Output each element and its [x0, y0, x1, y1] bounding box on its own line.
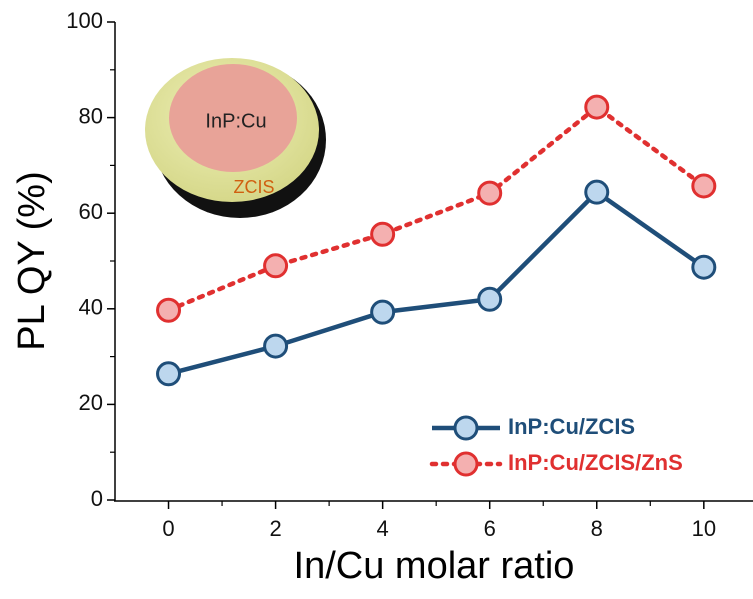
data-point	[586, 181, 608, 203]
page: InP:Cu ZCIS In/Cu molar ratio PL QY (%) …	[0, 0, 753, 599]
legend-marker	[455, 453, 477, 475]
inset-core-label: InP:Cu	[205, 110, 266, 132]
data-point	[265, 335, 287, 357]
legend-marker	[455, 417, 477, 439]
x-tick-label: 0	[162, 516, 174, 541]
y-tick-label: 40	[79, 295, 103, 320]
x-tick-label: 2	[269, 516, 281, 541]
data-point	[372, 301, 394, 323]
data-point	[158, 363, 180, 385]
x-tick-label: 8	[591, 516, 603, 541]
legend-label: InP:Cu/ZCIS	[508, 414, 635, 439]
series-line	[169, 192, 704, 374]
x-axis-label: In/Cu molar ratio	[294, 545, 575, 587]
data-point	[158, 299, 180, 321]
chart: InP:Cu ZCIS In/Cu molar ratio PL QY (%) …	[0, 0, 753, 594]
y-tick-label: 80	[79, 103, 103, 128]
data-point	[693, 256, 715, 278]
x-tick-label: 10	[692, 516, 716, 541]
inset-shell-label: ZCIS	[233, 177, 274, 197]
x-tick-label: 6	[484, 516, 496, 541]
y-tick-label: 0	[91, 486, 103, 511]
y-axis-label: PL QY (%)	[11, 171, 53, 351]
data-point	[693, 175, 715, 197]
data-point	[372, 223, 394, 245]
data-point	[586, 96, 608, 118]
data-point	[479, 182, 501, 204]
data-point	[479, 288, 501, 310]
data-point	[265, 255, 287, 277]
x-tick-label: 4	[377, 516, 389, 541]
legend-label: InP:Cu/ZCIS/ZnS	[508, 450, 683, 475]
y-tick-label: 20	[79, 390, 103, 415]
inset-illustration: InP:Cu ZCIS	[145, 58, 326, 218]
y-tick-label: 100	[66, 8, 103, 33]
y-tick-label: 60	[79, 199, 103, 224]
